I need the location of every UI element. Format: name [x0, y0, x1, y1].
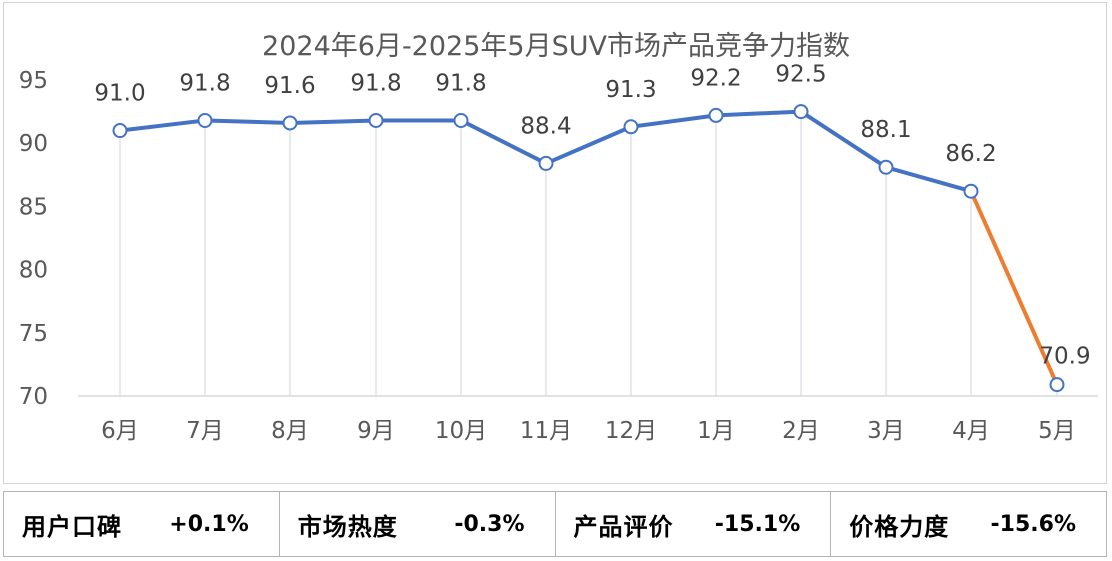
- series-lines: [118, 109, 1059, 387]
- metric-value: -15.6%: [990, 511, 1076, 537]
- metric-user-reputation: 用户口碑 +0.1%: [4, 492, 280, 556]
- data-label: 91.8: [435, 70, 486, 96]
- y-tick-label: 80: [19, 258, 48, 284]
- chart-title: 2024年6月-2025年5月SUV市场产品竞争力指数: [262, 31, 850, 62]
- drop-lines: [119, 111, 1058, 396]
- x-tick-label: 10月: [435, 418, 487, 444]
- data-label: 91.6: [264, 73, 315, 99]
- data-label: 92.5: [775, 62, 826, 88]
- data-label: 88.1: [860, 117, 911, 143]
- data-label: 88.4: [520, 113, 571, 139]
- x-tick-label: 4月: [952, 418, 990, 444]
- metric-value: -0.3%: [454, 511, 525, 537]
- metric-price-strength: 价格力度 -15.6%: [831, 492, 1106, 556]
- data-label: 91.8: [179, 70, 230, 96]
- x-tick-label: 2月: [782, 418, 820, 444]
- data-point: [538, 155, 554, 171]
- x-tick-label: 7月: [186, 418, 224, 444]
- chart-frame: [3, 2, 1107, 484]
- x-tick-label: 3月: [867, 418, 905, 444]
- x-tick-label: 9月: [357, 418, 395, 444]
- y-tick-label: 95: [19, 68, 48, 94]
- data-label: 91.8: [350, 70, 401, 96]
- data-point: [112, 123, 128, 139]
- metric-value: -15.1%: [714, 511, 801, 537]
- data-label: 86.2: [945, 141, 996, 167]
- data-point: [878, 159, 894, 175]
- metric-label: 产品评价: [573, 512, 674, 541]
- y-tick-label: 85: [19, 194, 48, 220]
- data-point: [282, 115, 298, 131]
- data-point: [963, 183, 979, 199]
- metrics-row: 用户口碑 +0.1% 市场热度 -0.3% 产品评价 -15.1% 价格力度 -…: [3, 491, 1107, 557]
- data-label: 91.3: [605, 77, 656, 103]
- data-point: [453, 112, 469, 128]
- metric-label: 价格力度: [849, 512, 950, 541]
- series-markers: [112, 104, 1065, 393]
- y-tick-label: 90: [19, 131, 48, 157]
- x-axis-labels: 6月 7月 8月 9月 10月 11月 12月 1月 2月 3月 4月 5月: [101, 418, 1076, 444]
- metric-market-heat: 市场热度 -0.3%: [280, 492, 556, 556]
- metric-product-rating: 产品评价 -15.1%: [556, 492, 832, 556]
- x-tick-label: 5月: [1038, 418, 1076, 444]
- data-point: [368, 112, 384, 128]
- data-point: [793, 104, 809, 120]
- data-labels: 91.0 91.8 91.6 91.8 91.8 88.4 91.3 92.2 92.5 88.1…: [94, 62, 1090, 370]
- x-tick-label: 11月: [520, 418, 572, 444]
- x-tick-label: 12月: [605, 418, 657, 444]
- series-line-last-segment: [969, 189, 1059, 387]
- data-label: 92.2: [690, 65, 741, 91]
- metric-value: +0.1%: [169, 511, 249, 537]
- metric-label: 用户口碑: [22, 512, 122, 541]
- x-tick-label: 1月: [697, 418, 735, 444]
- data-point: [197, 112, 213, 128]
- x-tick-label: 8月: [271, 418, 309, 444]
- data-point: [708, 107, 724, 123]
- data-point: [1049, 377, 1065, 393]
- data-label: 91.0: [94, 81, 145, 107]
- y-tick-label: 75: [19, 321, 48, 347]
- y-tick-label: 70: [19, 384, 48, 410]
- x-tick-label: 6月: [101, 418, 139, 444]
- data-point: [623, 119, 639, 135]
- data-label: 70.9: [1039, 344, 1090, 370]
- metric-label: 市场热度: [297, 512, 398, 541]
- y-axis-ticks: 70 75 80 85 90 95: [19, 68, 48, 410]
